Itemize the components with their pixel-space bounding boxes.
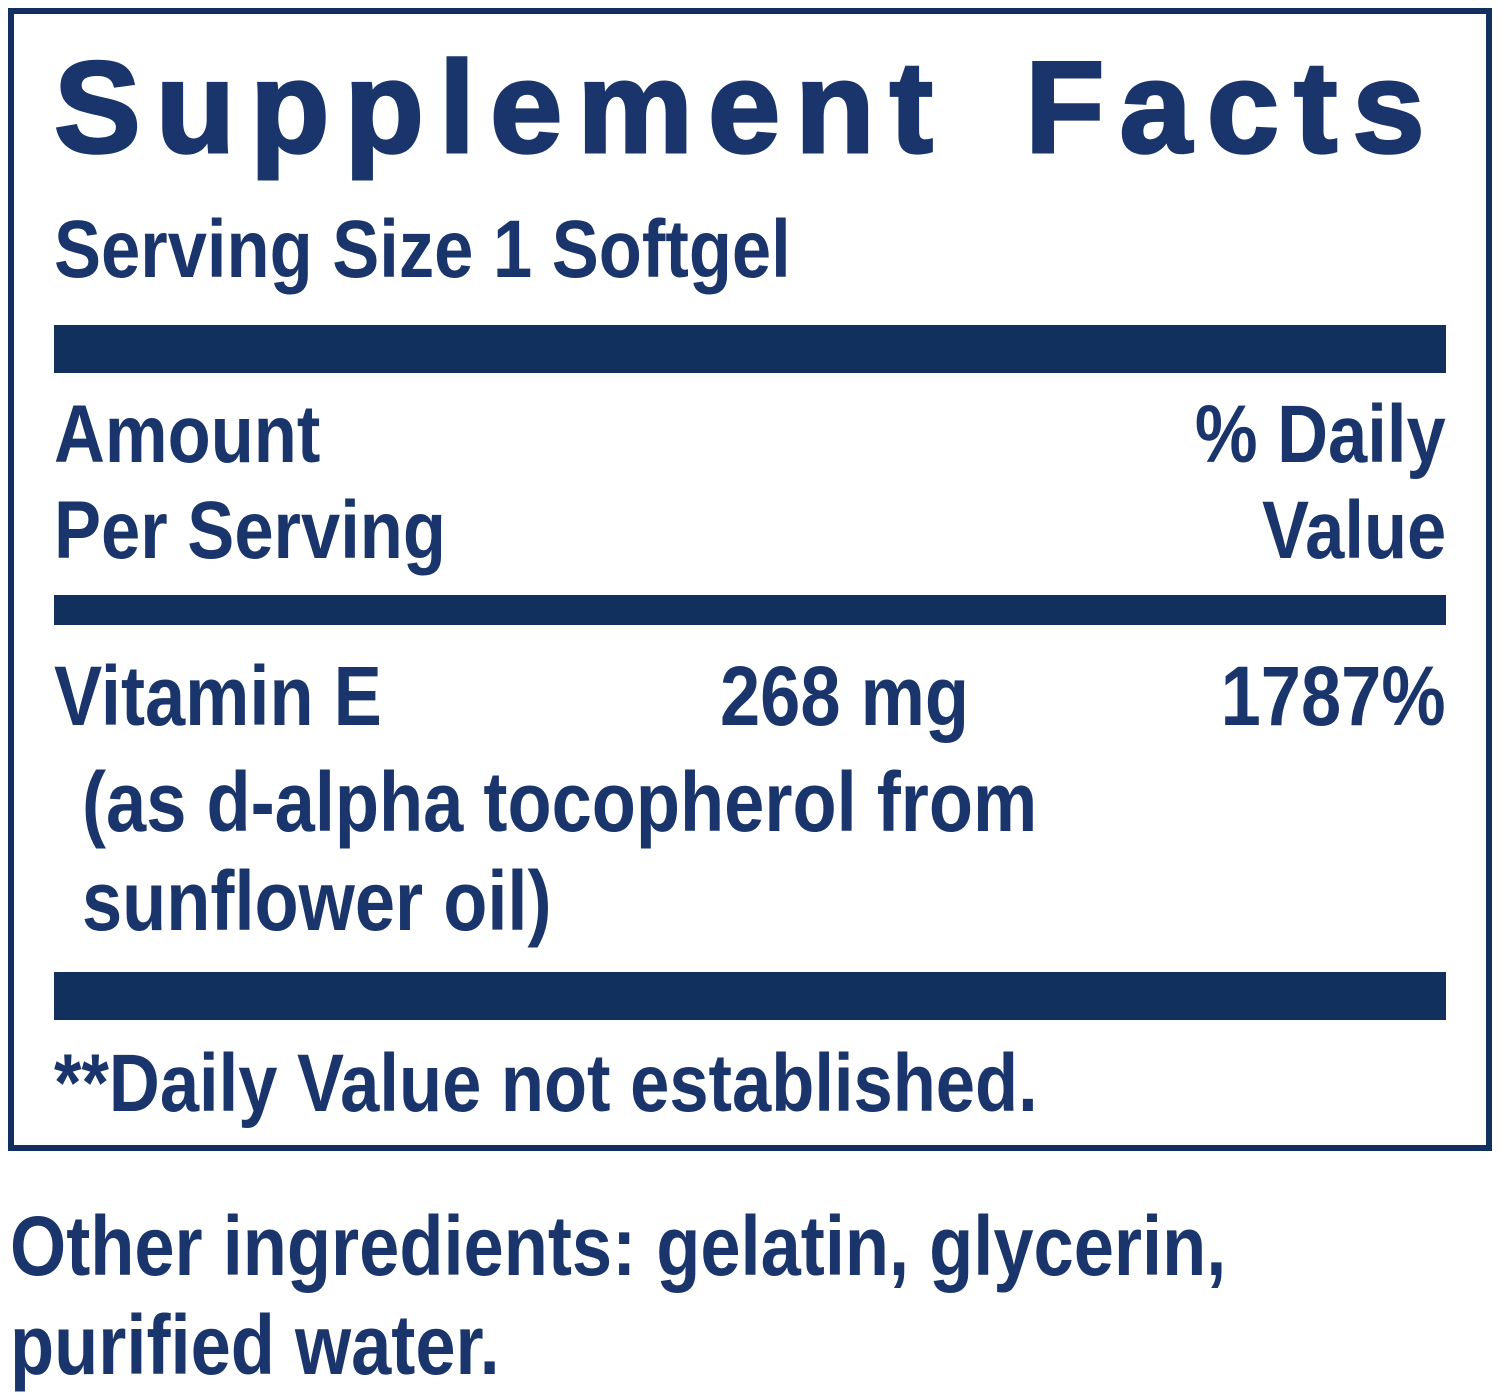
nutrient-detail-line1: (as d-alpha tocopherol from [82,755,1038,850]
serving-size-label: Serving Size 1 Softgel [54,204,791,296]
nutrient-amount: 268 mg [720,649,969,744]
daily-value-header: % Daily Value [1154,387,1446,579]
nutrient-name: Vitamin E [54,649,382,744]
divider-bar-top [54,325,1446,374]
other-ingredients-line1: Other ingredients: gelatin, glycerin, [10,1199,1227,1294]
nutrient-row: Vitamin E 268 mg 1787% (as d-alpha tocop… [54,649,1446,951]
panel-title: Supplement Facts [53,34,1440,180]
divider-bar-middle [54,595,1446,626]
nutrient-daily-value: 1787% [1221,649,1446,744]
serving-size-row: Serving Size 1 Softgel [54,204,1446,296]
supplement-facts-panel: Supplement Facts Serving Size 1 Softgel … [8,8,1492,1152]
daily-value-header-line2: Value [1261,485,1446,577]
amount-header-line1: Amount [54,389,321,481]
column-header-row: Amount Per Serving % Daily Value [54,387,1446,579]
label-page: Supplement Facts Serving Size 1 Softgel … [0,8,1500,1392]
amount-header-line2: Per Serving [54,485,446,577]
other-ingredients-line2: purified water. [10,1297,500,1392]
daily-value-footnote: **Daily Value not established. [54,1037,1038,1129]
nutrient-main-line: Vitamin E 268 mg 1787% [54,649,1446,743]
amount-per-serving-header: Amount Per Serving [54,387,510,579]
nutrient-detail-line2: sunflower oil) [82,854,552,949]
nutrient-detail-row: (as d-alpha tocopherol from [54,753,1446,852]
other-ingredients: Other ingredients: gelatin, glycerin, pu… [10,1197,1492,1394]
daily-value-header-line1: % Daily [1195,389,1446,481]
divider-bar-bottom [54,971,1446,1020]
footnote-row: **Daily Value not established. [54,1038,1446,1130]
nutrient-detail-row: sunflower oil) [54,852,1446,951]
nutrient-name-cell: Vitamin E [54,649,720,743]
